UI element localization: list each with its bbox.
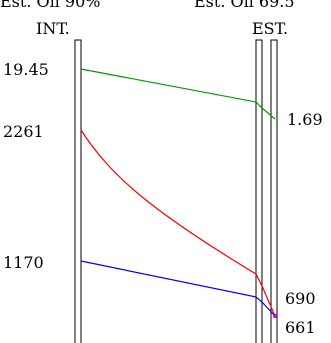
series-blue-int-value: 1170 bbox=[3, 253, 44, 272]
left-caption: Est. Oil 90% bbox=[0, 0, 101, 11]
series-green-line bbox=[80, 68, 276, 120]
series-red-int-value: 2261 bbox=[3, 122, 44, 141]
est-track bbox=[270, 39, 278, 343]
series-red-line bbox=[80, 129, 276, 317]
convergence-marker bbox=[273, 314, 277, 318]
int-column-label: INT. bbox=[36, 19, 70, 38]
series-blue-line bbox=[80, 260, 276, 317]
series-green-int-value: 19.45 bbox=[3, 60, 49, 79]
middle-track bbox=[255, 39, 263, 343]
est-column-label: EST. bbox=[252, 19, 288, 38]
series-green-est-value: 1.69 bbox=[287, 110, 323, 129]
series-red-est-value: 690 bbox=[285, 289, 316, 308]
series-blue-est-value: 661 bbox=[285, 318, 316, 337]
int-track bbox=[74, 39, 82, 343]
right-caption: Est. Oil 69.5 bbox=[194, 0, 295, 11]
